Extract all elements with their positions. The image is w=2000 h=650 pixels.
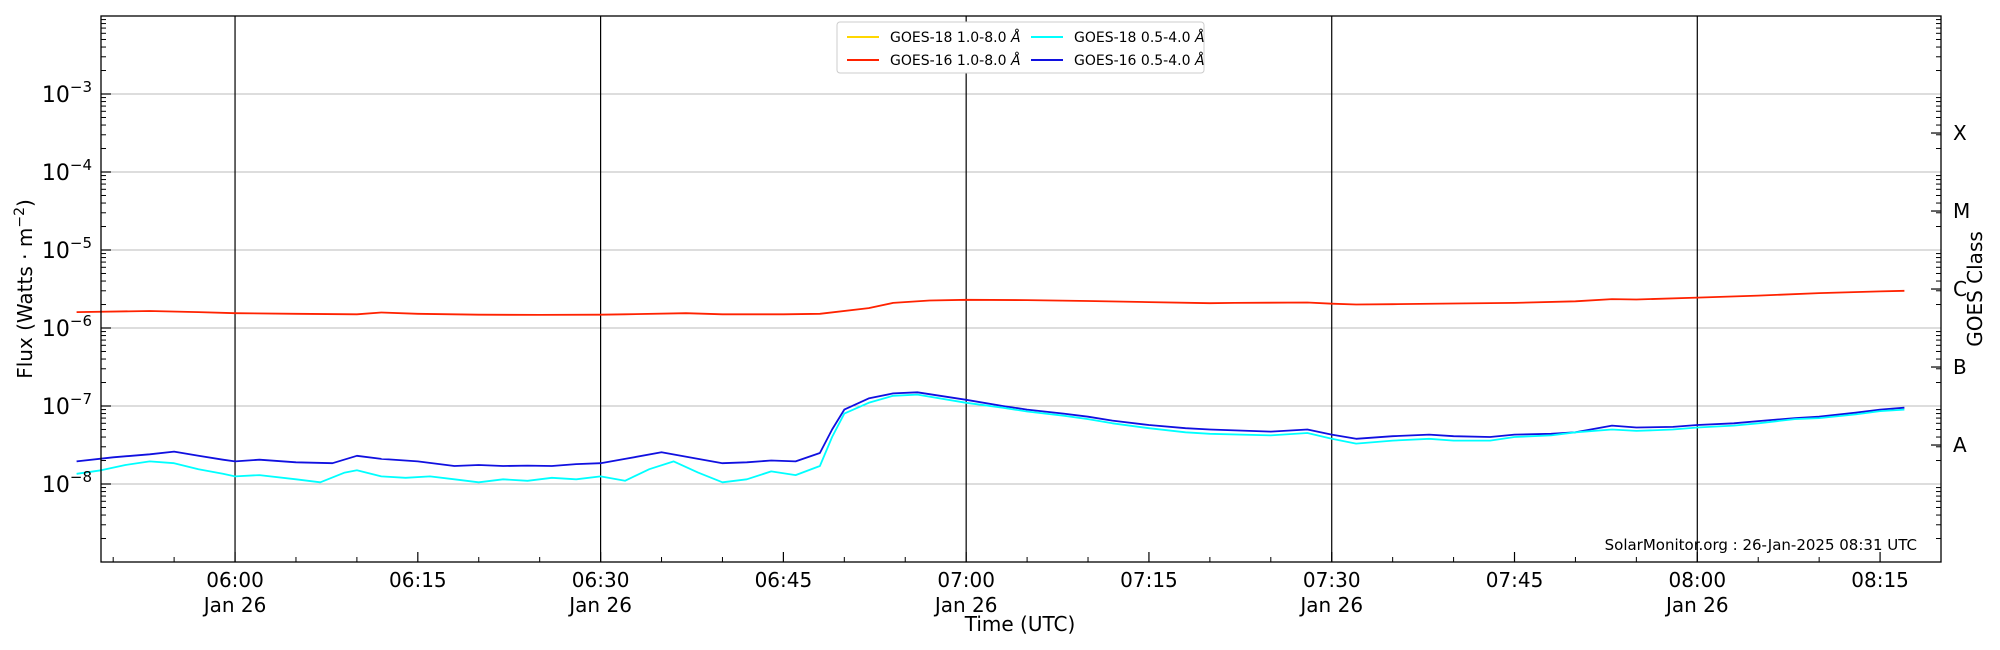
legend-label: GOES-16 0.5-4.0 Å [1074,52,1205,69]
legend-box [836,21,1205,74]
y-axis-label: Flux (Watts · m−2) [12,199,37,379]
y-tick-label: 10−5 [42,234,92,264]
y-tick-label: 10−6 [42,312,92,342]
goes-class-label: C [1953,277,1967,301]
legend-label: GOES-18 0.5-4.0 Å [1074,29,1205,46]
x-tick-date-label: Jan 26 [933,593,998,617]
x-tick-label: 07:30 [1303,568,1361,592]
x-tick-label: 07:15 [1120,568,1178,592]
goes-class-label: M [1953,199,1970,223]
legend-entries: GOES-18 1.0-8.0 Å GOES-16 1.0-8.0 Å GOES-1… [847,29,1205,69]
y-tick-label: 10−3 [42,78,92,108]
goes-class-ticks: A B C M X [1931,121,1970,457]
x-tick-label: 08:00 [1668,568,1726,592]
x-tick-label: 06:15 [389,568,447,592]
x-tick-label: 06:30 [572,568,630,592]
legend: GOES-18 1.0-8.0 Å GOES-16 1.0-8.0 Å GOES-1… [836,21,1205,74]
x-tick-date-label: Jan 26 [1664,593,1729,617]
series-line [76,393,1905,484]
y-tick-label: 10−8 [42,468,92,498]
plot-frame [100,15,1942,563]
goes-class-label: X [1953,121,1967,145]
x-tick-label: 07:00 [937,568,995,592]
x-tick-label: 06:45 [755,568,813,592]
x-tick-label: 08:15 [1851,568,1909,592]
series-line [76,289,1905,316]
credit-text: SolarMonitor.org : 26-Jan-2025 08:31 UTC [1605,536,1917,554]
x-tick-date-label: Jan 26 [1298,593,1363,617]
series-line [76,391,1905,467]
x-tick-date-label: Jan 26 [202,593,267,617]
goes-class-label: B [1953,355,1967,379]
x-tick-label: 07:45 [1486,568,1544,592]
y-tick-label: 10−7 [42,390,92,420]
day-time-markers [234,16,1698,562]
x-axis-label: Time (UTC) [964,612,1076,636]
x-tick-label: 06:00 [206,568,264,592]
goes-class-label: A [1953,433,1967,457]
legend-label: GOES-16 1.0-8.0 Å [890,52,1021,69]
series-lines [76,289,1905,484]
y-axis-ticks: 10−8 10−7 10−6 10−5 10−4 10−3 [42,19,1941,540]
gridlines [101,93,1941,485]
legend-label: GOES-18 1.0-8.0 Å [890,29,1021,46]
y-tick-label: 10−4 [42,156,92,186]
right-axis-label: GOES Class [1963,231,1987,347]
x-tick-date-label: Jan 26 [567,593,632,617]
